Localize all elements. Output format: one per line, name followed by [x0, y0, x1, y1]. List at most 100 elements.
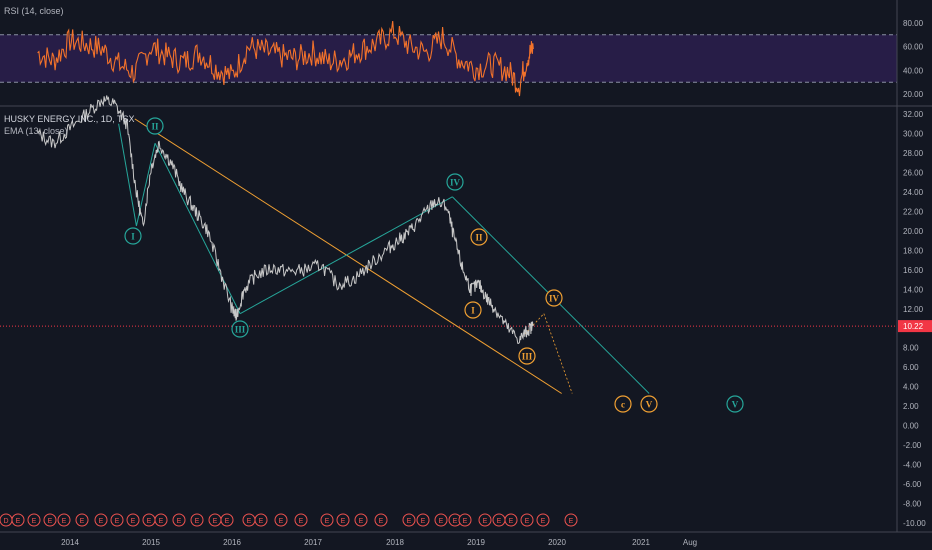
price-tick-label: 0.00 [903, 422, 919, 431]
earnings-marker[interactable] [220, 513, 234, 527]
earnings-marker[interactable] [11, 513, 25, 527]
price-tick-label: -2.00 [903, 441, 922, 450]
wave-orange-v-text: V [646, 400, 653, 410]
earnings-marker-text: E [195, 518, 200, 525]
earnings-marker[interactable] [110, 513, 124, 527]
price-tick-label: 16.00 [903, 266, 924, 275]
wave-orange-iv-text: IV [549, 294, 560, 304]
time-tick-label: 2016 [223, 538, 241, 547]
price-tick-label: 28.00 [903, 149, 924, 158]
earnings-marker-text: E [497, 518, 502, 525]
wave-green-ii-text: II [151, 122, 159, 132]
wave-orange-iii [518, 347, 536, 365]
earnings-marker-text: E [62, 518, 67, 525]
price-tick-label: 6.00 [903, 363, 919, 372]
earnings-marker[interactable] [57, 513, 71, 527]
earnings-marker[interactable] [254, 513, 268, 527]
earnings-marker[interactable] [416, 513, 430, 527]
earnings-marker-text: E [131, 518, 136, 525]
earnings-marker[interactable] [458, 513, 472, 527]
wave-green-v-text: V [732, 400, 739, 410]
wave-orange-v [640, 395, 658, 413]
symbol-title: HUSKY ENERGY INC., 1D, TSX [4, 114, 135, 124]
earnings-marker[interactable] [75, 513, 89, 527]
earnings-marker-text: E [483, 518, 488, 525]
rsi-line [37, 21, 534, 97]
wave-green-iv-text: IV [450, 178, 461, 188]
time-tick-label: 2014 [61, 538, 79, 547]
time-tick-label: 2017 [304, 538, 322, 547]
wave-green-iii [231, 320, 249, 338]
earnings-marker-text: E [115, 518, 120, 525]
earnings-marker[interactable] [172, 513, 186, 527]
earnings-marker[interactable] [274, 513, 288, 527]
earnings-marker[interactable] [126, 513, 140, 527]
rsi-tick-label: 80.00 [903, 19, 924, 28]
earnings-marker[interactable] [320, 513, 334, 527]
earnings-marker[interactable] [374, 513, 388, 527]
earnings-marker[interactable] [520, 513, 534, 527]
wave-orange-ii [470, 228, 488, 246]
earnings-marker[interactable] [504, 513, 518, 527]
wave-orange-iii-text: III [522, 352, 533, 362]
wave-orange-iv [545, 289, 563, 307]
earnings-marker-text: E [147, 518, 152, 525]
earnings-marker-text: E [80, 518, 85, 525]
price-line [37, 95, 534, 344]
earnings-marker-text: E [279, 518, 284, 525]
time-tick-label: 2018 [386, 538, 404, 547]
price-tick-label: -4.00 [903, 461, 922, 470]
earnings-marker[interactable] [536, 513, 550, 527]
price-tick-label: 24.00 [903, 188, 924, 197]
earnings-marker-text: E [159, 518, 164, 525]
time-tick-label: Aug [683, 538, 697, 547]
wave-green-i-text: I [131, 232, 135, 242]
time-tick-label: 2015 [142, 538, 160, 547]
price-tick-label: 32.00 [903, 110, 924, 119]
earnings-marker-text: E [509, 518, 514, 525]
earnings-marker-text: E [247, 518, 252, 525]
earnings-marker[interactable] [354, 513, 368, 527]
rsi-tick-label: 20.00 [903, 90, 924, 99]
wave-orange-i-text: I [471, 306, 475, 316]
earnings-marker[interactable] [94, 513, 108, 527]
earnings-marker-text: E [259, 518, 264, 525]
price-tick-label: 8.00 [903, 344, 919, 353]
wave-green-ii [146, 117, 164, 135]
earnings-marker[interactable] [190, 513, 204, 527]
earnings-marker-text: E [16, 518, 21, 525]
earnings-marker[interactable] [336, 513, 350, 527]
price-tick-label: 22.00 [903, 207, 924, 216]
earnings-marker-text: E [379, 518, 384, 525]
time-tick-label: 2019 [467, 538, 485, 547]
price-tick-label: -6.00 [903, 480, 922, 489]
earnings-marker[interactable] [43, 513, 57, 527]
rsi-label: RSI (14, close) [4, 6, 64, 16]
earnings-marker[interactable] [434, 513, 448, 527]
price-tick-label: 26.00 [903, 168, 924, 177]
earnings-marker-text: E [225, 518, 230, 525]
rsi-tick-label: 40.00 [903, 66, 924, 75]
current-price-label: 10.22 [903, 322, 924, 331]
price-tick-label: -8.00 [903, 500, 922, 509]
earnings-marker-text: D [3, 518, 8, 525]
earnings-marker[interactable] [294, 513, 308, 527]
earnings-marker-text: E [213, 518, 218, 525]
wave-connector [118, 123, 137, 227]
wave-orange-ii-text: II [475, 233, 483, 243]
earnings-marker-text: E [463, 518, 468, 525]
earnings-marker-text: E [407, 518, 412, 525]
earnings-marker-text: E [525, 518, 530, 525]
price-tick-label: 30.00 [903, 129, 924, 138]
earnings-marker[interactable] [27, 513, 41, 527]
orange-trendline [134, 118, 562, 394]
earnings-marker-text: E [341, 518, 346, 525]
earnings-marker[interactable] [402, 513, 416, 527]
earnings-marker-text: E [569, 518, 574, 525]
earnings-marker[interactable] [564, 513, 578, 527]
earnings-marker[interactable] [478, 513, 492, 527]
price-tick-label: 20.00 [903, 227, 924, 236]
earnings-marker[interactable] [154, 513, 168, 527]
wave-green-i [124, 227, 142, 245]
